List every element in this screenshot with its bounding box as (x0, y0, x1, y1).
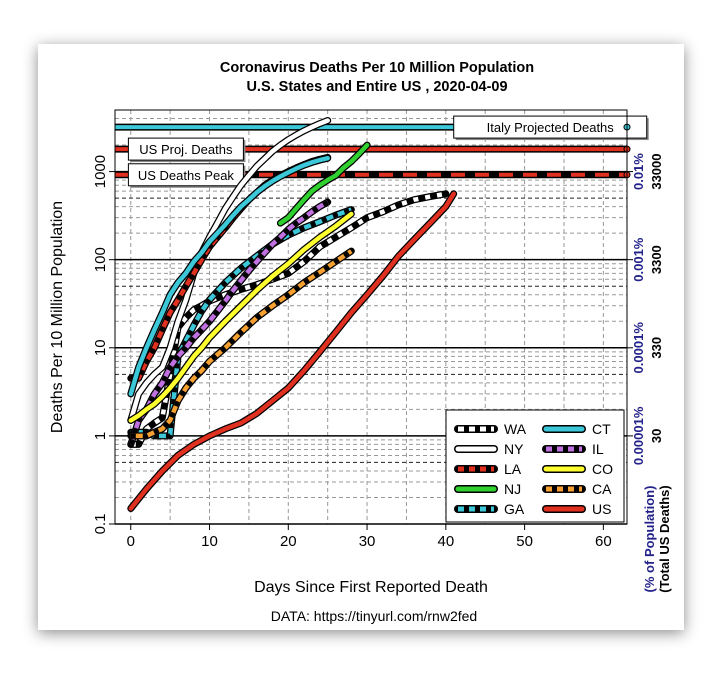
x-tick-label: 30 (359, 533, 376, 550)
series-dash-il (128, 200, 329, 446)
legend-label: US (592, 501, 611, 517)
plot-frame (114, 109, 628, 525)
legend-label: NY (504, 441, 524, 457)
chart-subtitle: U.S. States and Entire US , 2020-04-09 (246, 79, 507, 95)
chart-title: Coronavirus Deaths Per 10 Million Popula… (220, 60, 534, 76)
legend-item-us: US (542, 501, 611, 517)
legend-item-la: LA (454, 461, 522, 477)
series-line-us (128, 191, 456, 511)
legend-item-ct: CT (542, 421, 611, 437)
legend: WA CT NY IL LA CO NJ CA GA US (445, 409, 625, 523)
series-dash-wa (130, 191, 447, 447)
series-ct (127, 154, 332, 398)
series-nj (276, 141, 371, 227)
reference-label-text: US Proj. Deaths (139, 142, 233, 157)
legend-item-ca: CA (542, 481, 612, 497)
legend-item-ga: GA (454, 501, 525, 517)
series-line-co (128, 211, 354, 423)
series-line-nj (278, 142, 370, 226)
y-axis-label: Deaths Per 10 Million Population (49, 201, 66, 433)
series-us (127, 190, 458, 512)
series-dash-la (130, 155, 329, 381)
reference-label-text: Italy Projected Deaths (487, 120, 615, 135)
legend-label: CT (592, 421, 611, 437)
right-tick-pct: 0.001% (631, 237, 646, 282)
x-tick-label: 50 (516, 533, 533, 550)
y-tick-label: 10 (92, 339, 109, 356)
series-ca (127, 247, 355, 440)
series-ny (127, 117, 332, 424)
legend-item-il: IL (542, 441, 604, 457)
right-tick-total: 33000 (649, 154, 664, 190)
reference-lines: Italy Projected Deaths US Proj. Deaths US … (115, 115, 649, 188)
right-tick-total: 330 (649, 337, 664, 359)
right-axis-label-pct: (% of Population) (642, 486, 657, 593)
legend-item-ny: NY (454, 441, 524, 457)
y-tick-label: 1000 (92, 155, 109, 188)
right-tick-pct: 0.0001% (631, 322, 646, 374)
x-tick-label: 20 (280, 533, 297, 550)
source-note: DATA: https://tinyurl.com/rnw2fed (271, 608, 477, 624)
y-tick-label: 1 (92, 432, 109, 440)
reference-label: US Deaths Peak (127, 163, 246, 188)
right-tick-total: 3300 (649, 245, 664, 274)
right-tick-pct: 0.01% (631, 153, 646, 190)
y-tick-label: 100 (92, 247, 109, 272)
x-tick-label: 60 (595, 533, 612, 550)
legend-label: NJ (504, 481, 521, 497)
reference-label-text: US Deaths Peak (138, 168, 235, 183)
legend-item-co: CO (542, 461, 613, 477)
reference-label-box (453, 115, 648, 139)
legend-label: LA (504, 461, 522, 477)
reference-label: US Proj. Deaths (127, 137, 246, 163)
reference-label: Italy Projected Deaths (453, 115, 649, 141)
series-dash-ga (130, 207, 353, 439)
series (127, 117, 458, 512)
legend-label: CA (592, 481, 612, 497)
legend-item-wa: WA (454, 421, 527, 437)
series-co (127, 210, 355, 424)
right-tick-pct: 0.00001% (631, 406, 646, 465)
x-tick-label: 10 (201, 533, 218, 550)
reference-label-box (127, 137, 244, 161)
legend-label: GA (504, 501, 525, 517)
x-tick-label: 0 (127, 533, 135, 550)
x-tick-label: 40 (437, 533, 454, 550)
series-dash-ca (130, 249, 353, 439)
series-ga (127, 206, 355, 440)
y-tick-label: 0.1 (92, 514, 109, 535)
series-line-ny (128, 118, 330, 423)
right-tick-total: 30 (649, 429, 664, 443)
series-line-ct (128, 155, 330, 397)
series-il (127, 198, 332, 448)
series-wa (127, 190, 450, 448)
legend-label: WA (504, 421, 527, 437)
chart-card: Coronavirus Deaths Per 10 Million Popula… (38, 44, 684, 630)
right-axis-label-total: (Total US Deaths) (657, 485, 672, 592)
chart: Coronavirus Deaths Per 10 Million Popula… (38, 44, 684, 630)
reference-label-box (127, 163, 244, 187)
legend-label: IL (592, 441, 604, 457)
x-axis-label: Days Since First Reported Death (254, 579, 488, 596)
legend-item-nj: NJ (454, 481, 521, 497)
legend-label: CO (592, 461, 613, 477)
